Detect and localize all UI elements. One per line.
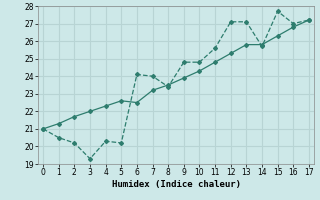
X-axis label: Humidex (Indice chaleur): Humidex (Indice chaleur) — [111, 180, 241, 189]
